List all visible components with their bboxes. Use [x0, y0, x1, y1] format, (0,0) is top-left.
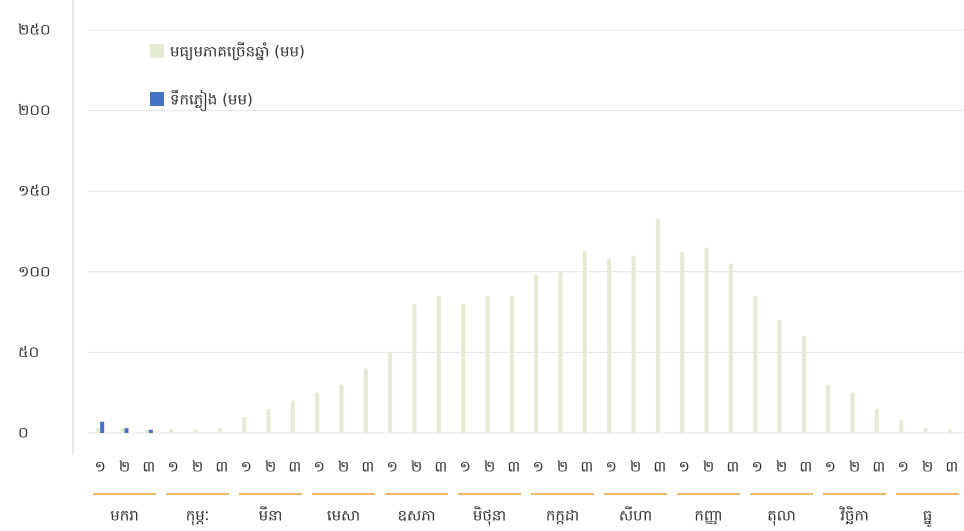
x-tick-label: ១ — [167, 458, 178, 476]
bar — [680, 252, 685, 433]
x-tick-label: ២ — [192, 458, 203, 476]
x-tick-label: ២ — [703, 458, 714, 476]
x-tick-label: ៣ — [726, 458, 739, 476]
x-tick-label: ២ — [411, 458, 422, 476]
x-tick-label: ២ — [338, 458, 349, 476]
legend-swatch — [150, 44, 164, 58]
x-tick-label: ៣ — [507, 458, 520, 476]
y-tick-label: ០ — [18, 424, 29, 442]
bar — [534, 275, 539, 433]
x-tick-label: ១ — [605, 458, 616, 476]
legend-label: ទឹកភ្លៀង (មម) — [170, 90, 253, 112]
bar — [412, 304, 417, 433]
group-label: តុលា — [767, 507, 796, 526]
bar — [826, 384, 831, 433]
group-label: មេសា — [327, 507, 360, 525]
group-label: កុម្ភៈ — [186, 507, 210, 526]
bar — [124, 428, 129, 433]
bar — [655, 218, 660, 433]
x-tick-label: ១ — [240, 458, 251, 476]
x-tick-label: ៣ — [799, 458, 812, 476]
group-label: មិថុនា — [473, 506, 506, 526]
bar — [485, 295, 490, 433]
bar — [120, 428, 125, 433]
x-tick-label: ២ — [484, 458, 495, 476]
x-tick-label: ២ — [265, 458, 276, 476]
bar — [947, 429, 952, 433]
bar — [728, 263, 733, 433]
bar — [242, 416, 247, 433]
bar — [753, 295, 758, 433]
x-tick-label: ៣ — [215, 458, 228, 476]
bar — [290, 400, 295, 433]
x-tick-label: ២ — [630, 458, 641, 476]
x-tick-label: ១ — [532, 458, 543, 476]
bar — [100, 421, 105, 433]
bar — [388, 352, 393, 433]
bar — [169, 429, 174, 433]
x-tick-label: ៣ — [872, 458, 885, 476]
bar — [144, 429, 149, 433]
x-tick-label: ១ — [386, 458, 397, 476]
x-tick-label: ២ — [849, 458, 860, 476]
x-tick-label: ៣ — [945, 458, 958, 476]
bar — [148, 429, 153, 433]
bar — [704, 247, 709, 433]
group-label: សីហា — [619, 506, 652, 525]
x-tick-label: ២ — [776, 458, 787, 476]
group-label: មករា — [110, 507, 139, 525]
x-tick-label: ៣ — [142, 458, 155, 476]
x-tick-label: ៣ — [288, 458, 301, 476]
x-tick-label: ២ — [119, 458, 130, 476]
bar — [339, 384, 344, 433]
bar — [509, 295, 514, 433]
group-label: ឧសភា — [397, 507, 435, 525]
x-tick-label: ៣ — [361, 458, 374, 476]
x-tick-label: ២ — [922, 458, 933, 476]
y-tick-label: ៥០ — [18, 343, 39, 361]
bar — [363, 368, 368, 433]
bar — [582, 250, 587, 433]
legend-swatch — [150, 92, 164, 106]
x-tick-label: ១ — [678, 458, 689, 476]
bar — [558, 271, 563, 433]
bar — [315, 392, 320, 433]
group-label: ធ្នូ — [923, 507, 933, 528]
bar — [631, 255, 636, 433]
y-tick-label: ១៥០ — [18, 182, 51, 200]
x-tick-label: ១ — [897, 458, 908, 476]
legend-label: មធ្យមភាគច្រើនឆ្នាំ (មម) — [170, 42, 305, 61]
bar — [607, 258, 612, 433]
y-tick-label: ២០០ — [18, 101, 51, 119]
bar — [266, 408, 271, 433]
bar — [777, 320, 782, 433]
x-tick-label: ១ — [459, 458, 470, 476]
bar — [193, 429, 198, 433]
x-tick-label: ២ — [557, 458, 568, 476]
bar — [801, 336, 806, 433]
bar — [217, 428, 222, 433]
bar — [461, 304, 466, 433]
group-label: វិច្ឆិកា — [839, 506, 869, 525]
bar — [899, 420, 904, 433]
group-label: កក្កដា — [546, 507, 579, 525]
x-tick-label: ១ — [313, 458, 324, 476]
bar — [923, 428, 928, 433]
group-label: មីនា — [259, 506, 283, 525]
y-tick-label: ២៥០ — [18, 21, 51, 39]
x-tick-label: ៣ — [434, 458, 447, 476]
bar — [96, 428, 101, 433]
x-tick-label: ៣ — [653, 458, 666, 476]
x-tick-label: ១ — [94, 458, 105, 476]
group-label: កញ្ញា — [694, 507, 722, 525]
x-tick-label: ១ — [751, 458, 762, 476]
y-tick-label: ១០០ — [18, 262, 51, 280]
x-tick-label: ៣ — [580, 458, 593, 476]
x-tick-label: ១ — [824, 458, 835, 476]
bar — [436, 295, 441, 433]
bar — [874, 408, 879, 433]
bar — [850, 392, 855, 433]
